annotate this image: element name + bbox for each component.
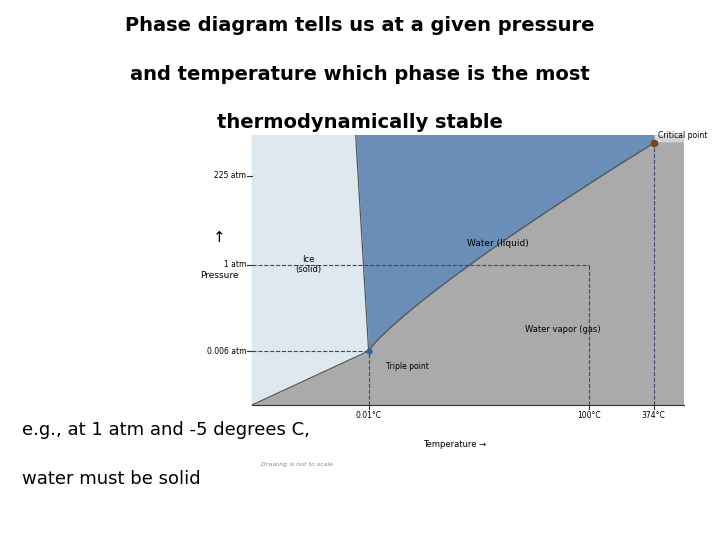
- Text: 374°C: 374°C: [642, 410, 665, 420]
- Text: Phase diagram tells us at a given pressure: Phase diagram tells us at a given pressu…: [125, 16, 595, 35]
- Polygon shape: [252, 143, 684, 405]
- Text: water must be solid: water must be solid: [22, 470, 200, 488]
- Text: Temperature →: Temperature →: [423, 440, 487, 449]
- Text: 1 atm: 1 atm: [224, 260, 246, 269]
- Text: 225 atm: 225 atm: [215, 171, 246, 180]
- Text: and temperature which phase is the most: and temperature which phase is the most: [130, 65, 590, 84]
- Text: e.g., at 1 atm and -5 degrees C,: e.g., at 1 atm and -5 degrees C,: [22, 421, 310, 439]
- Text: Water (liquid): Water (liquid): [467, 239, 529, 247]
- Text: 0.01°C: 0.01°C: [356, 410, 382, 420]
- Text: thermodynamically stable: thermodynamically stable: [217, 113, 503, 132]
- Polygon shape: [356, 130, 654, 351]
- Text: 100°C: 100°C: [577, 410, 600, 420]
- Polygon shape: [252, 130, 369, 405]
- Text: 0.006 atm: 0.006 atm: [207, 347, 246, 355]
- Text: Water vapor (gas): Water vapor (gas): [525, 325, 601, 334]
- Text: ↑: ↑: [213, 230, 226, 245]
- Text: Drawing is not to scale: Drawing is not to scale: [261, 462, 333, 467]
- Text: Critical point: Critical point: [658, 131, 708, 140]
- Text: Pressure: Pressure: [200, 271, 239, 280]
- Text: Ice
(solid): Ice (solid): [295, 255, 321, 274]
- Text: Triple point: Triple point: [386, 362, 429, 371]
